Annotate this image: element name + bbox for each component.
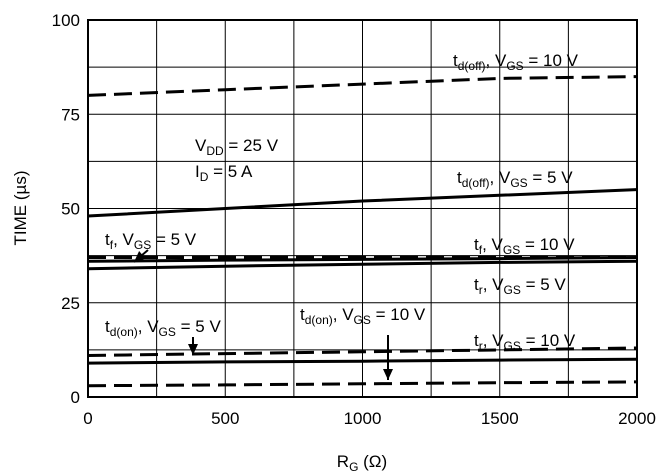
annotation-5: td(on), VGS = 5 V xyxy=(105,317,221,339)
axis-labels: RG (Ω) TIME (µs) xyxy=(11,171,387,474)
y-tick-label: 75 xyxy=(61,105,80,124)
y-tick-label: 50 xyxy=(61,200,80,219)
x-tick-label: 2000 xyxy=(618,409,656,428)
x-axis-label: RG (Ω) xyxy=(337,452,387,474)
plot-frame xyxy=(87,19,638,398)
annotation-3: tf, VGS = 10 V xyxy=(474,235,575,257)
arrowhead xyxy=(134,251,146,262)
x-tick-label: 1500 xyxy=(481,409,519,428)
y-tick-label: 0 xyxy=(71,388,80,407)
series-line-6 xyxy=(87,357,638,365)
y-tick-label: 100 xyxy=(52,11,80,30)
annotation-7: tr, VGS = 10 V xyxy=(474,331,576,353)
condition-1: ID = 5 A xyxy=(195,162,253,184)
annotation-0: td(off), VGS = 10 V xyxy=(453,51,579,73)
arrowhead xyxy=(383,369,393,380)
annotation-6: td(on), VGS = 10 V xyxy=(300,305,426,327)
x-tick-label: 500 xyxy=(211,409,239,428)
grid xyxy=(88,20,637,397)
x-tick-label: 0 xyxy=(83,409,92,428)
x-tick-label: 1000 xyxy=(344,409,382,428)
series-line-0 xyxy=(87,75,638,97)
annotation-1: td(off), VGS = 5 V xyxy=(457,168,573,190)
series-group xyxy=(87,75,638,388)
y-axis-label: TIME (µs) xyxy=(11,171,30,246)
y-tick-label: 25 xyxy=(61,294,80,313)
series-line-3 xyxy=(87,256,638,263)
series-line-7 xyxy=(87,380,638,388)
tick-labels: 0 500 1000 1500 2000 0 25 50 75 100 xyxy=(52,11,656,428)
series-line-5 xyxy=(87,346,638,357)
annotation-4: tr, VGS = 5 V xyxy=(474,275,566,297)
series-line-1 xyxy=(87,188,638,218)
annotations: td(off), VGS = 10 V td(off), VGS = 5 V tf,… xyxy=(105,51,579,380)
arrowhead xyxy=(188,344,198,355)
series-line-4 xyxy=(87,259,638,271)
annotation-2: tf, VGS = 5 V xyxy=(105,230,197,252)
condition-0: VDD = 25 V xyxy=(195,136,279,158)
